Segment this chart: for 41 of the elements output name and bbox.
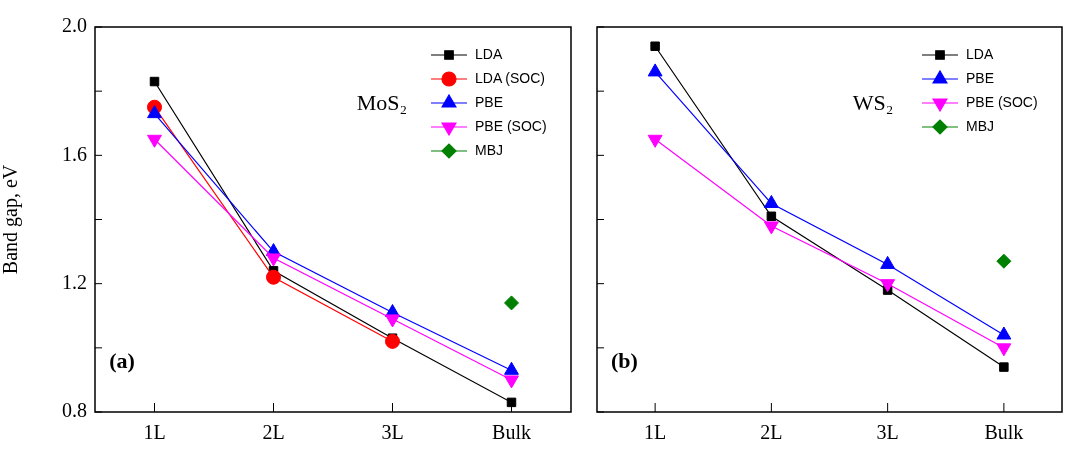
x-tick-label: 3L: [381, 421, 404, 444]
y-axis-title: Band gap, eV: [0, 164, 23, 275]
x-tick-label: 1L: [644, 421, 667, 444]
point: [385, 333, 400, 349]
y-tick-label: 1.2: [62, 270, 87, 293]
x-tick-label: 2L: [760, 421, 783, 444]
annotation: (a): [109, 347, 135, 373]
legend-label: LDA: [966, 45, 994, 62]
annotation: (b): [610, 347, 638, 373]
x-tick-label: Bulk: [984, 421, 1024, 444]
point: [504, 295, 519, 311]
point: [147, 134, 162, 148]
x-tick-label: 1L: [143, 421, 166, 444]
point: [766, 211, 777, 222]
point: [647, 63, 663, 77]
point: [996, 253, 1012, 269]
y-tick-label: 0.8: [62, 399, 87, 422]
point: [650, 41, 660, 51]
annotation: MoS₂: [356, 89, 408, 115]
point: [147, 105, 162, 119]
point: [506, 397, 517, 408]
point: [266, 269, 281, 285]
legend-label: MBJ: [966, 117, 994, 134]
legend-label: PBE: [966, 69, 995, 86]
point: [996, 326, 1012, 340]
x-tick-label: Bulk: [492, 421, 531, 444]
legend-label: PBE: [475, 93, 504, 110]
x-tick-label: 3L: [876, 421, 899, 444]
legend-label: PBE (SOC): [966, 93, 1038, 110]
point: [999, 362, 1009, 372]
point: [504, 361, 519, 375]
legend-label: LDA: [475, 45, 503, 62]
x-tick-label: 2L: [262, 421, 285, 444]
legend-label: PBE (SOC): [475, 117, 547, 134]
annotation: WS₂: [852, 89, 894, 115]
legend-label: MBJ: [475, 141, 503, 158]
point: [647, 134, 663, 148]
point: [149, 76, 160, 87]
legend-label: LDA (SOC): [475, 69, 546, 86]
y-tick-label: 2.0: [62, 14, 87, 37]
y-tick-label: 1.6: [62, 142, 87, 165]
